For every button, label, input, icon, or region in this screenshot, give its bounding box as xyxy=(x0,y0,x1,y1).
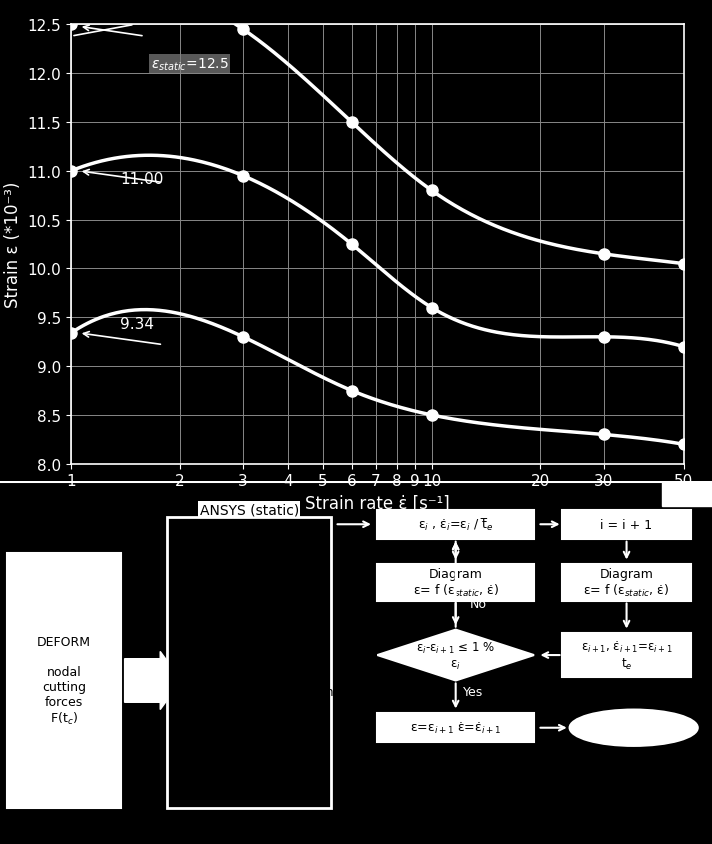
Text: ε$_i$-ε$_{i+1}$ ≤ 1 %
ε$_i$: ε$_i$-ε$_{i+1}$ ≤ 1 % ε$_i$ xyxy=(417,640,495,671)
FancyBboxPatch shape xyxy=(7,554,121,808)
Text: No: No xyxy=(470,597,487,610)
Text: ε$_i$ , ε̇$_i$=ε$_i$ / t̅$_e$: ε$_i$ , ε̇$_i$=ε$_i$ / t̅$_e$ xyxy=(418,517,493,533)
FancyBboxPatch shape xyxy=(562,634,691,677)
X-axis label: Strain rate ε̇ [s⁻¹]: Strain rate ε̇ [s⁻¹] xyxy=(305,495,450,512)
Text: Diagram
ε= f (ε$_{static}$, ε̇): Diagram ε= f (ε$_{static}$, ε̇) xyxy=(583,567,670,598)
Text: 9.34: 9.34 xyxy=(120,316,155,331)
Text: Determination
of:
t$_e$
ε̇=ε$_{max}$ / t̅$_e$: Determination of: t$_e$ ε̇=ε$_{max}$ / t… xyxy=(249,685,335,749)
Text: Diagram
ε= f (ε$_{static}$, ε̇): Diagram ε= f (ε$_{static}$, ε̇) xyxy=(412,567,499,598)
FancyBboxPatch shape xyxy=(167,517,331,808)
Y-axis label: Strain ε (*10⁻³): Strain ε (*10⁻³) xyxy=(4,181,22,308)
Ellipse shape xyxy=(570,710,698,746)
FancyBboxPatch shape xyxy=(377,510,534,539)
FancyArrow shape xyxy=(125,652,182,710)
Text: ε=ε$_{i+1}$ ε̇=ε̇$_{i+1}$: ε=ε$_{i+1}$ ε̇=ε̇$_{i+1}$ xyxy=(410,720,501,735)
FancyBboxPatch shape xyxy=(562,565,691,601)
FancyBboxPatch shape xyxy=(662,481,712,506)
FancyBboxPatch shape xyxy=(171,691,328,743)
Text: Yes: Yes xyxy=(463,685,483,698)
Polygon shape xyxy=(221,674,278,691)
Text: $\varepsilon_{static}$=12.5: $\varepsilon_{static}$=12.5 xyxy=(151,56,229,73)
Text: DEFORM

nodal
cutting
forces
F(t$_c$): DEFORM nodal cutting forces F(t$_c$) xyxy=(37,635,91,727)
Polygon shape xyxy=(377,630,534,680)
Text: i = i + 1: i = i + 1 xyxy=(600,518,653,531)
FancyBboxPatch shape xyxy=(377,565,534,601)
Text: 11.00: 11.00 xyxy=(120,171,164,187)
FancyBboxPatch shape xyxy=(171,615,328,674)
Text: ε$_{i+1}$, ε̇$_{i+1}$=ε$_{i+1}$
t$_e$: ε$_{i+1}$, ε̇$_{i+1}$=ε$_{i+1}$ t$_e$ xyxy=(581,639,672,672)
FancyBboxPatch shape xyxy=(562,510,691,539)
Text: nodal ε(t$_c$), ε$_{max}$: nodal ε(t$_c$), ε$_{max}$ xyxy=(199,636,300,652)
FancyBboxPatch shape xyxy=(171,771,328,800)
Text: i = 1: i = 1 xyxy=(234,780,264,793)
Text: ANSYS (static): ANSYS (static) xyxy=(199,503,299,517)
FancyBboxPatch shape xyxy=(377,713,534,743)
